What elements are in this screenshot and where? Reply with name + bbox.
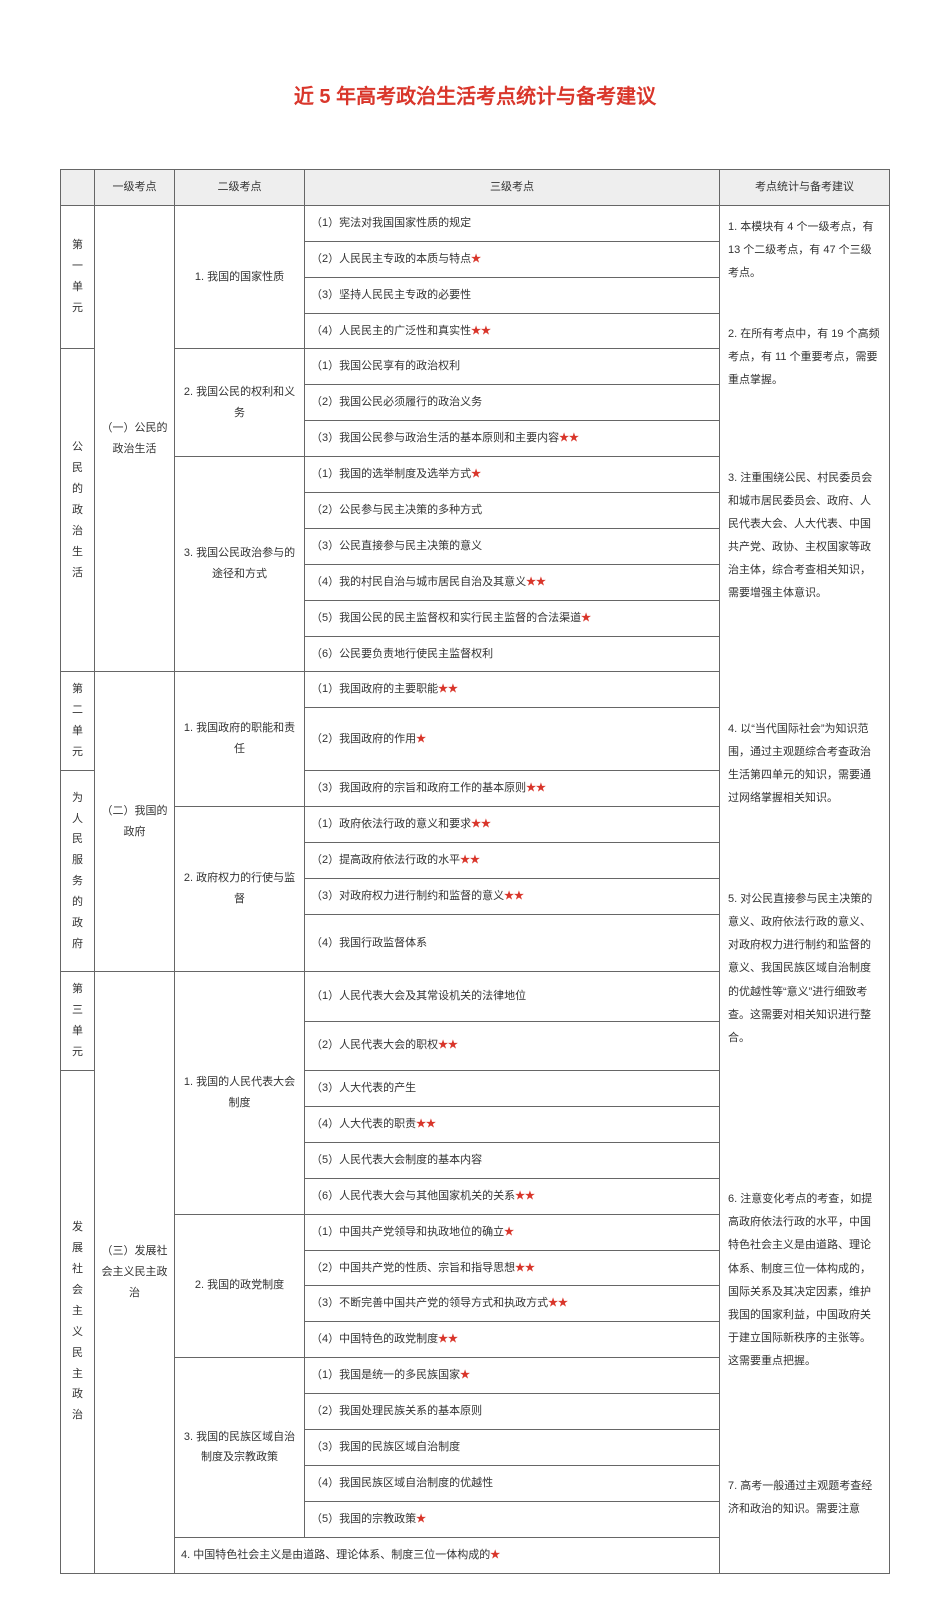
l3-cell: （2）我国公民必须履行的政治义务 (305, 385, 720, 421)
page-title: 近 5 年高考政治生活考点统计与备考建议 (60, 80, 890, 109)
l2-a3: 3. 我国公民政治参与的途径和方式 (175, 457, 305, 672)
l3-cell: （3）对政府权力进行制约和监督的意义★★ (305, 878, 720, 914)
l3-cell: （3）人大代表的产生 (305, 1071, 720, 1107)
col-header-sugg: 考点统计与备考建议 (720, 170, 890, 206)
side-unit-3: 第三单元 (61, 972, 95, 1071)
l2-c1: 1. 我国的人民代表大会制度 (175, 972, 305, 1214)
l3-cell: （5）我国的宗教政策★ (305, 1501, 720, 1537)
l2-b1: 1. 我国政府的职能和责任 (175, 672, 305, 806)
side-unit-2: 第二单元 (61, 672, 95, 771)
exam-points-table: 一级考点 二级考点 三级考点 考点统计与备考建议 第一单元 （一）公民的政治生活… (60, 169, 890, 1574)
sugg-p1: 1. 本模块有 4 个一级考点，有 13 个二级考点，有 47 个三级考点。 (720, 205, 890, 313)
col-header-side (61, 170, 95, 206)
l2-c4: 4. 中国特色社会主义是由道路、理论体系、制度三位一体构成的★ (175, 1537, 720, 1573)
l3-cell: （2）提高政府依法行政的水平★★ (305, 842, 720, 878)
l3-cell: （2）人民民主专政的本质与特点★ (305, 241, 720, 277)
l2-b2: 2. 政府权力的行使与监督 (175, 806, 305, 972)
l3-cell: （2）我国政府的作用★ (305, 708, 720, 771)
l3-cell: （3）坚持人民民主专政的必要性 (305, 277, 720, 313)
sugg-p3: 3. 注重围绕公民、村民委员会和城市居民委员会、政府、人民代表大会、人大代表、中… (720, 457, 890, 708)
col-header-l3: 三级考点 (305, 170, 720, 206)
l3-cell: （3）不断完善中国共产党的领导方式和执政方式★★ (305, 1286, 720, 1322)
l2-a2: 2. 我国公民的权利和义务 (175, 349, 305, 457)
l2-a1: 1. 我国的国家性质 (175, 205, 305, 349)
l3-cell: （5）人民代表大会制度的基本内容 (305, 1142, 720, 1178)
l3-cell: （6）人民代表大会与其他国家机关的关系★★ (305, 1178, 720, 1214)
l3-cell: （1）我国公民享有的政治权利 (305, 349, 720, 385)
l3-cell: （3）公民直接参与民主决策的意义 (305, 528, 720, 564)
sugg-p2: 2. 在所有考点中，有 19 个高频考点，有 11 个重要考点，需要重点掌握。 (720, 313, 890, 457)
side-unit-1: 第一单元 (61, 205, 95, 349)
l3-cell: （1）我国政府的主要职能★★ (305, 672, 720, 708)
side-subject-1: 公民的政治生活 (61, 349, 95, 672)
l3-cell: （2）人民代表大会的职权★★ (305, 1021, 720, 1070)
l3-cell: （3）我国公民参与政治生活的基本原则和主要内容★★ (305, 421, 720, 457)
side-subject-3: 发展社会主义民主政治 (61, 1071, 95, 1573)
col-header-l2: 二级考点 (175, 170, 305, 206)
l3-cell: （1）我国是统一的多民族国家★ (305, 1358, 720, 1394)
sugg-p6: 6. 注意变化考点的考查，如提高政府依法行政的水平，中国特色社会主义是由道路、理… (720, 1178, 890, 1465)
sugg-p4: 4. 以“当代国际社会”为知识范围，通过主观题综合考查政治生活第四单元的知识，需… (720, 708, 890, 878)
l3-cell: （2）中国共产党的性质、宗旨和指导思想★★ (305, 1250, 720, 1286)
l1-b: （二）我国的政府 (95, 672, 175, 972)
l3-cell: （5）我国公民的民主监督权和实行民主监督的合法渠道★ (305, 600, 720, 636)
l3-cell: （4）中国特色的政党制度★★ (305, 1322, 720, 1358)
l1-a: （一）公民的政治生活 (95, 205, 175, 672)
l3-cell: （4）我国民族区域自治制度的优越性 (305, 1465, 720, 1501)
l3-cell: （1）宪法对我国国家性质的规定 (305, 205, 720, 241)
l1-c: （三）发展社会主义民主政治 (95, 972, 175, 1573)
l3-cell: （1）我国的选举制度及选举方式★ (305, 457, 720, 493)
l3-cell: （1）政府依法行政的意义和要求★★ (305, 806, 720, 842)
l3-cell: （4）我国行政监督体系 (305, 914, 720, 972)
l2-c3: 3. 我国的民族区域自治制度及宗教政策 (175, 1358, 305, 1537)
l2-c2: 2. 我国的政党制度 (175, 1214, 305, 1358)
l3-cell: （3）我国政府的宗旨和政府工作的基本原则★★ (305, 771, 720, 807)
l3-cell: （4）人大代表的职责★★ (305, 1106, 720, 1142)
l3-cell: （4）人民民主的广泛性和真实性★★ (305, 313, 720, 349)
l3-cell: （2）我国处理民族关系的基本原则 (305, 1394, 720, 1430)
l3-cell: （1）中国共产党领导和执政地位的确立★ (305, 1214, 720, 1250)
l3-cell: （6）公民要负责地行使民主监督权利 (305, 636, 720, 672)
table-header-row: 一级考点 二级考点 三级考点 考点统计与备考建议 (61, 170, 890, 206)
l3-cell: （3）我国的民族区域自治制度 (305, 1429, 720, 1465)
l3-cell: （1）人民代表大会及其常设机关的法律地位 (305, 972, 720, 1021)
sugg-p5: 5. 对公民直接参与民主决策的意义、政府依法行政的意义、对政府权力进行制约和监督… (720, 878, 890, 1178)
l3-cell: （4）我的村民自治与城市居民自治及其意义★★ (305, 564, 720, 600)
side-subject-2: 为人民服务的政府 (61, 771, 95, 972)
sugg-p7: 7. 高考一般通过主观题考查经济和政治的知识。需要注意 (720, 1465, 890, 1573)
l3-cell: （2）公民参与民主决策的多种方式 (305, 493, 720, 529)
col-header-l1: 一级考点 (95, 170, 175, 206)
